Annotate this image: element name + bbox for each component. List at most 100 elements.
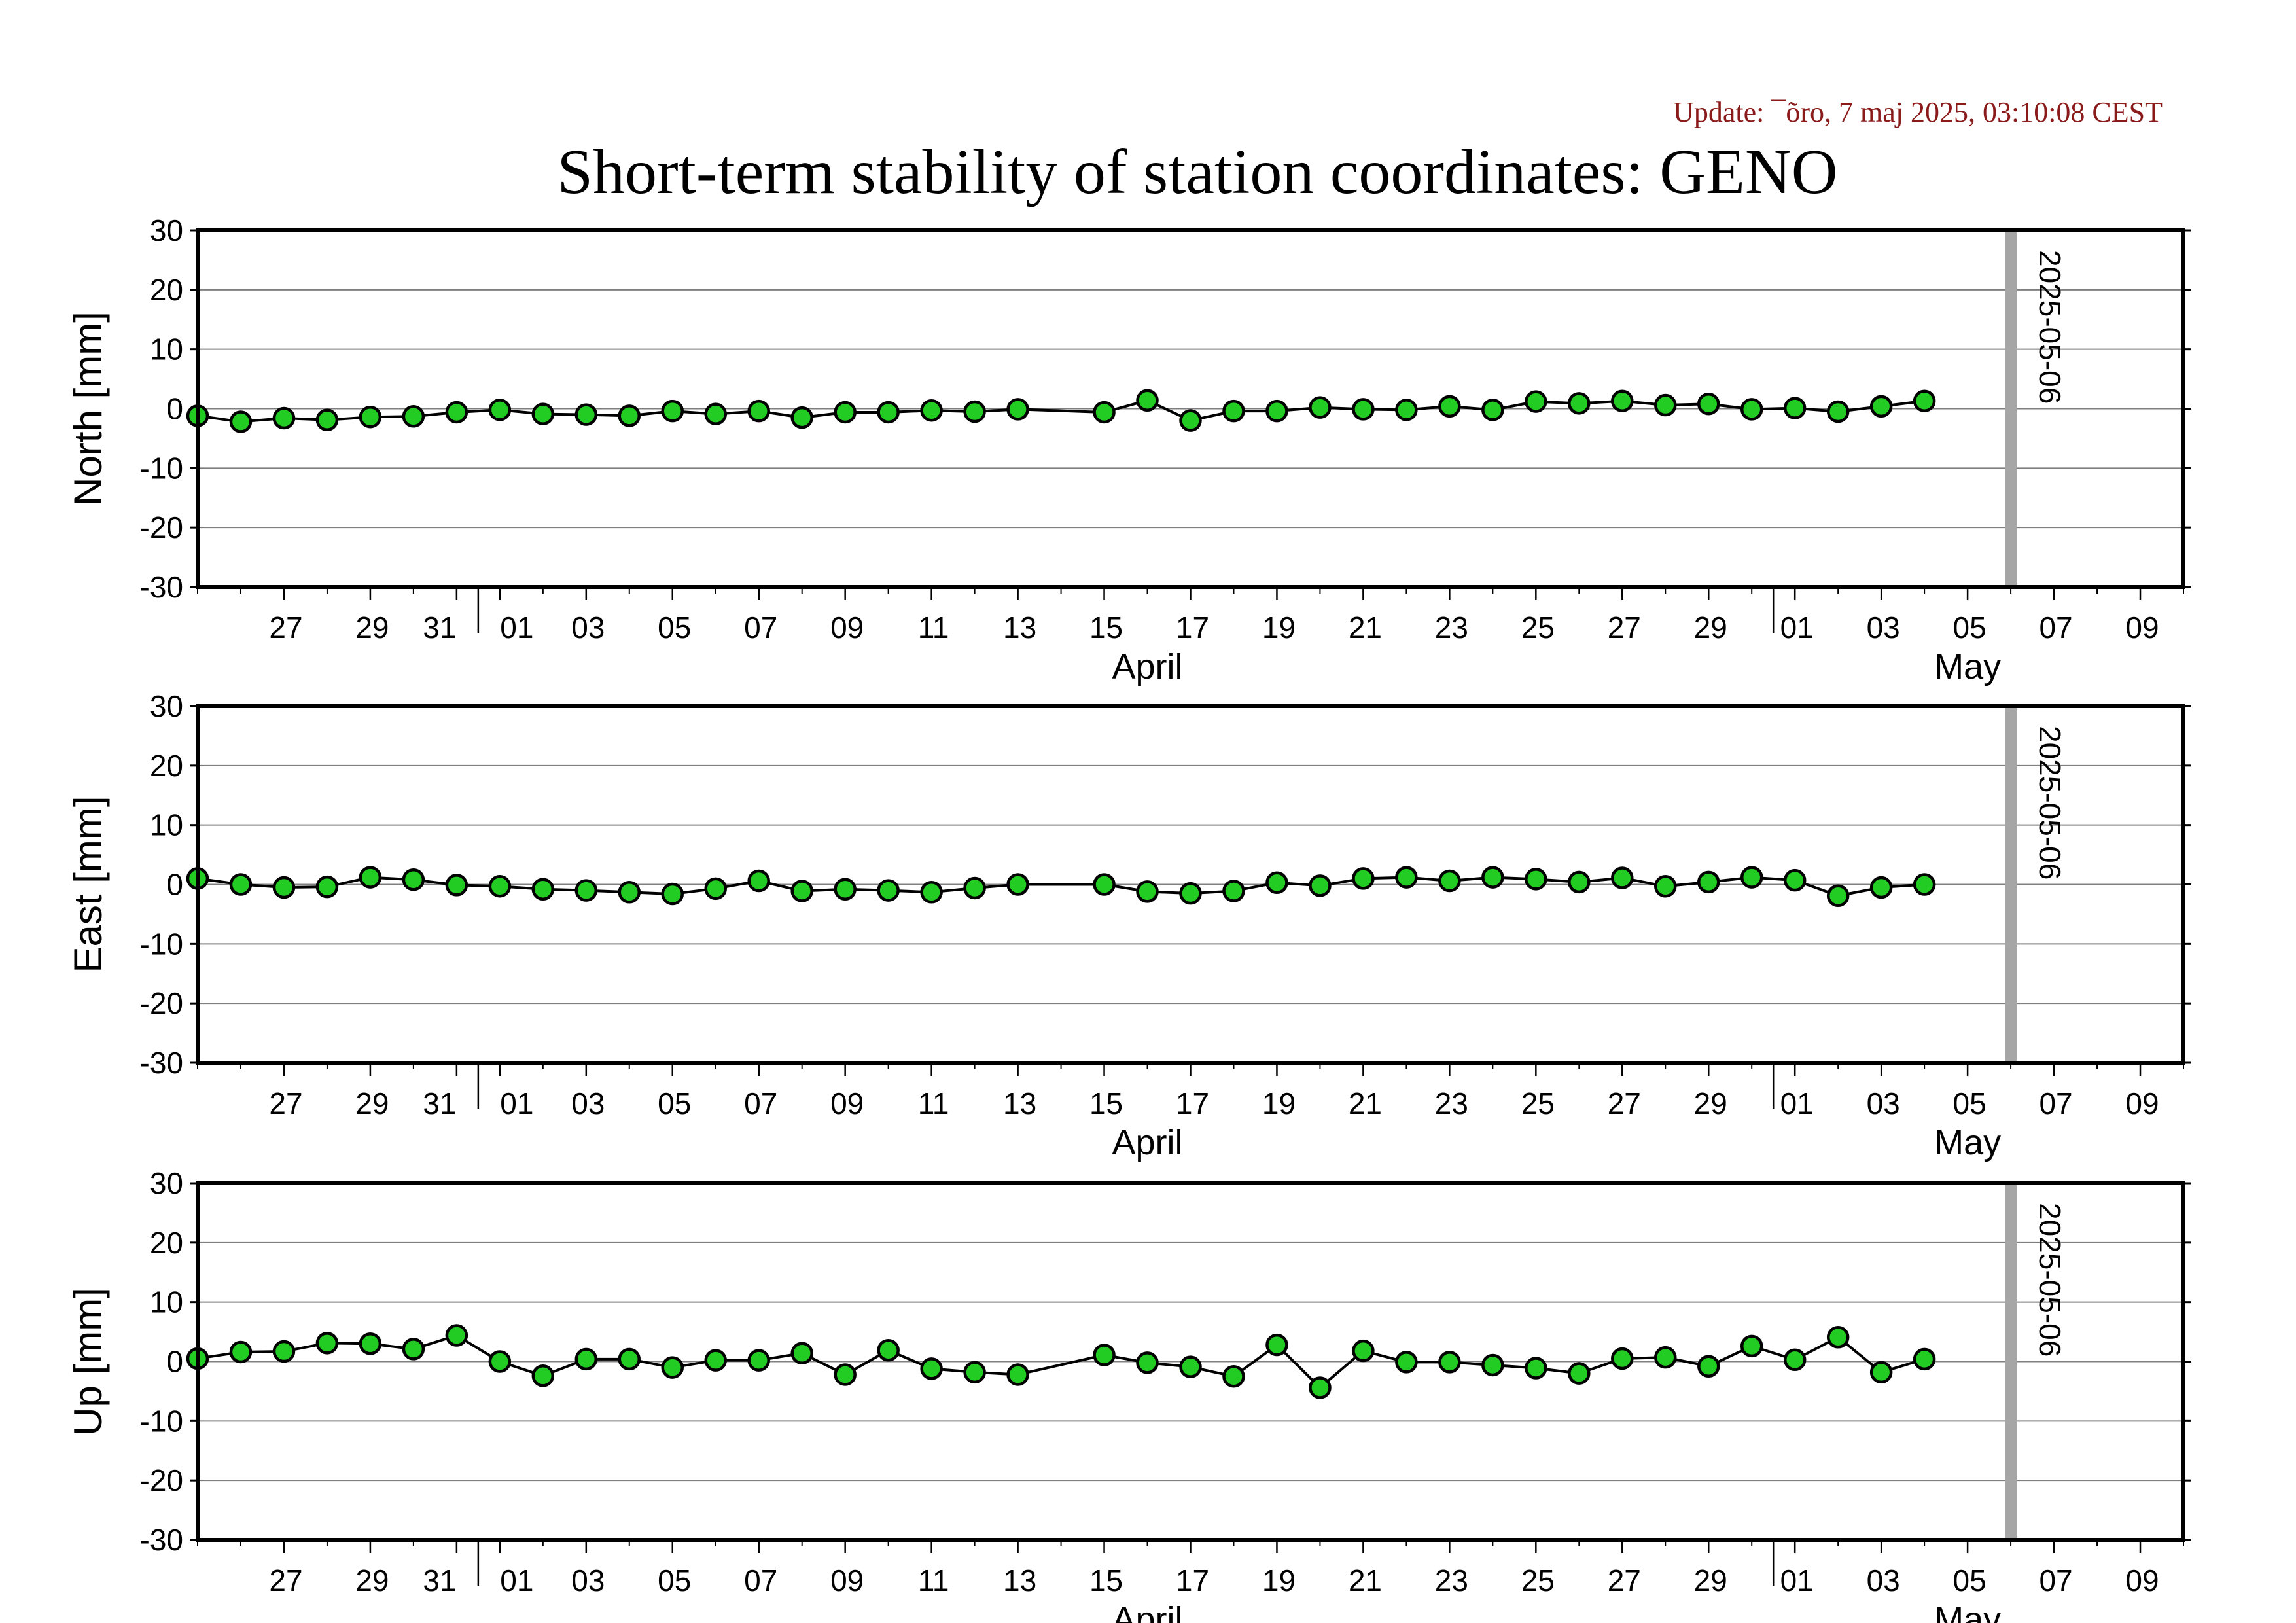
data-point — [618, 881, 641, 904]
y-tick-label: 30 — [150, 689, 183, 723]
x-tick-label: 05 — [658, 1563, 691, 1597]
x-tick-label: 13 — [1003, 1563, 1036, 1597]
data-point — [1309, 874, 1332, 897]
data-point — [229, 1340, 253, 1364]
x-tick-label: 23 — [1435, 1086, 1468, 1120]
x-tick-label: 11 — [918, 611, 949, 645]
x-tick-label: 09 — [830, 1563, 864, 1597]
x-tick-label: 29 — [355, 611, 389, 645]
series-line — [197, 399, 1925, 423]
x-tick-label: 15 — [1089, 1563, 1123, 1597]
x-tick-label: 01 — [500, 611, 533, 645]
data-point — [963, 1361, 986, 1384]
date-marker-label: 2025-05-06 — [2033, 1203, 2067, 1357]
month-label: May — [1934, 1123, 2001, 1162]
x-tick-label: 01 — [500, 1086, 533, 1120]
data-point — [402, 1338, 425, 1361]
data-point — [1783, 868, 1807, 892]
x-tick-label: 07 — [744, 1086, 777, 1120]
x-tick-label: 05 — [1953, 1086, 1987, 1120]
data-point — [661, 399, 684, 423]
data-point — [1309, 396, 1332, 419]
x-tick-label: 05 — [658, 1086, 691, 1120]
data-point — [402, 868, 425, 891]
month-label: April — [1112, 1600, 1183, 1623]
y-tick-label: 20 — [150, 273, 183, 307]
data-point — [1481, 399, 1504, 421]
x-tick-label: 09 — [2125, 1086, 2159, 1120]
data-point — [1093, 401, 1116, 424]
data-point — [1913, 1347, 1936, 1371]
y-tick-label: 10 — [150, 332, 183, 366]
x-tick-label: 25 — [1521, 1086, 1555, 1120]
y-tick-label: -10 — [140, 927, 183, 961]
x-tick-label: 07 — [744, 1563, 777, 1597]
y-tick-label: -10 — [140, 1404, 183, 1438]
x-tick-label: 17 — [1176, 611, 1209, 645]
data-point — [1265, 399, 1288, 423]
x-tick-label: 03 — [1867, 611, 1900, 645]
month-label: April — [1112, 647, 1183, 687]
data-point — [1568, 870, 1591, 894]
data-point — [1740, 1334, 1763, 1358]
x-tick-label: 23 — [1435, 611, 1468, 645]
data-point — [1136, 1351, 1159, 1374]
x-tick-label: 03 — [1867, 1086, 1900, 1120]
x-tick-label: 29 — [1694, 1563, 1727, 1597]
y-tick-label: -20 — [140, 510, 183, 544]
data-point — [1352, 1339, 1375, 1363]
data-point — [272, 876, 296, 899]
x-tick-label: 25 — [1521, 611, 1555, 645]
update-timestamp: Update: ¯õro, 7 maj 2025, 03:10:08 CEST — [1673, 96, 2163, 128]
x-tick-label: 03 — [571, 611, 605, 645]
x-tick-label: 11 — [918, 1563, 949, 1597]
x-tick-label: 31 — [423, 1086, 456, 1120]
data-point — [877, 879, 900, 902]
y-tick-label: 10 — [150, 808, 183, 842]
data-point — [1179, 882, 1202, 905]
data-point — [1654, 1346, 1677, 1369]
data-point — [1611, 389, 1634, 412]
x-tick-label: 19 — [1262, 1563, 1296, 1597]
data-point — [445, 1324, 468, 1347]
data-point — [1697, 1355, 1720, 1378]
data-point — [1395, 866, 1418, 889]
data-point — [1525, 868, 1547, 891]
data-point — [1093, 873, 1116, 896]
y-tick-label: 20 — [150, 1226, 183, 1260]
data-point — [747, 1349, 770, 1372]
data-point — [920, 1357, 943, 1380]
x-tick-label: 17 — [1176, 1086, 1209, 1120]
data-point — [488, 874, 512, 898]
data-point — [834, 401, 857, 424]
x-tick-label: 01 — [1780, 1563, 1814, 1597]
y-axis-title: Up [mm] — [66, 1287, 110, 1436]
data-point — [359, 405, 382, 429]
data-point — [229, 410, 253, 433]
x-tick-label: 31 — [423, 611, 456, 645]
month-label: May — [1934, 1600, 2001, 1623]
data-point — [229, 873, 253, 896]
data-point — [834, 878, 857, 901]
data-point — [1265, 1333, 1288, 1357]
x-tick-label: 27 — [1608, 1086, 1641, 1120]
data-point — [1611, 866, 1634, 889]
data-point — [1869, 395, 1893, 418]
plot-frame — [196, 1181, 2185, 1542]
data-point — [790, 880, 813, 902]
data-point — [747, 399, 770, 423]
x-tick-label: 01 — [500, 1563, 533, 1597]
data-point — [704, 1349, 727, 1372]
x-tick-label: 07 — [2039, 1563, 2072, 1597]
data-point — [402, 405, 425, 428]
x-tick-label: 09 — [2125, 611, 2159, 645]
x-tick-label: 01 — [1780, 1086, 1814, 1120]
data-point — [1740, 866, 1763, 889]
data-point — [1611, 1347, 1634, 1370]
x-tick-label: 05 — [1953, 1563, 1987, 1597]
series-line — [197, 1334, 1925, 1389]
x-tick-label: 29 — [1694, 1086, 1727, 1120]
data-point — [1309, 1376, 1332, 1399]
